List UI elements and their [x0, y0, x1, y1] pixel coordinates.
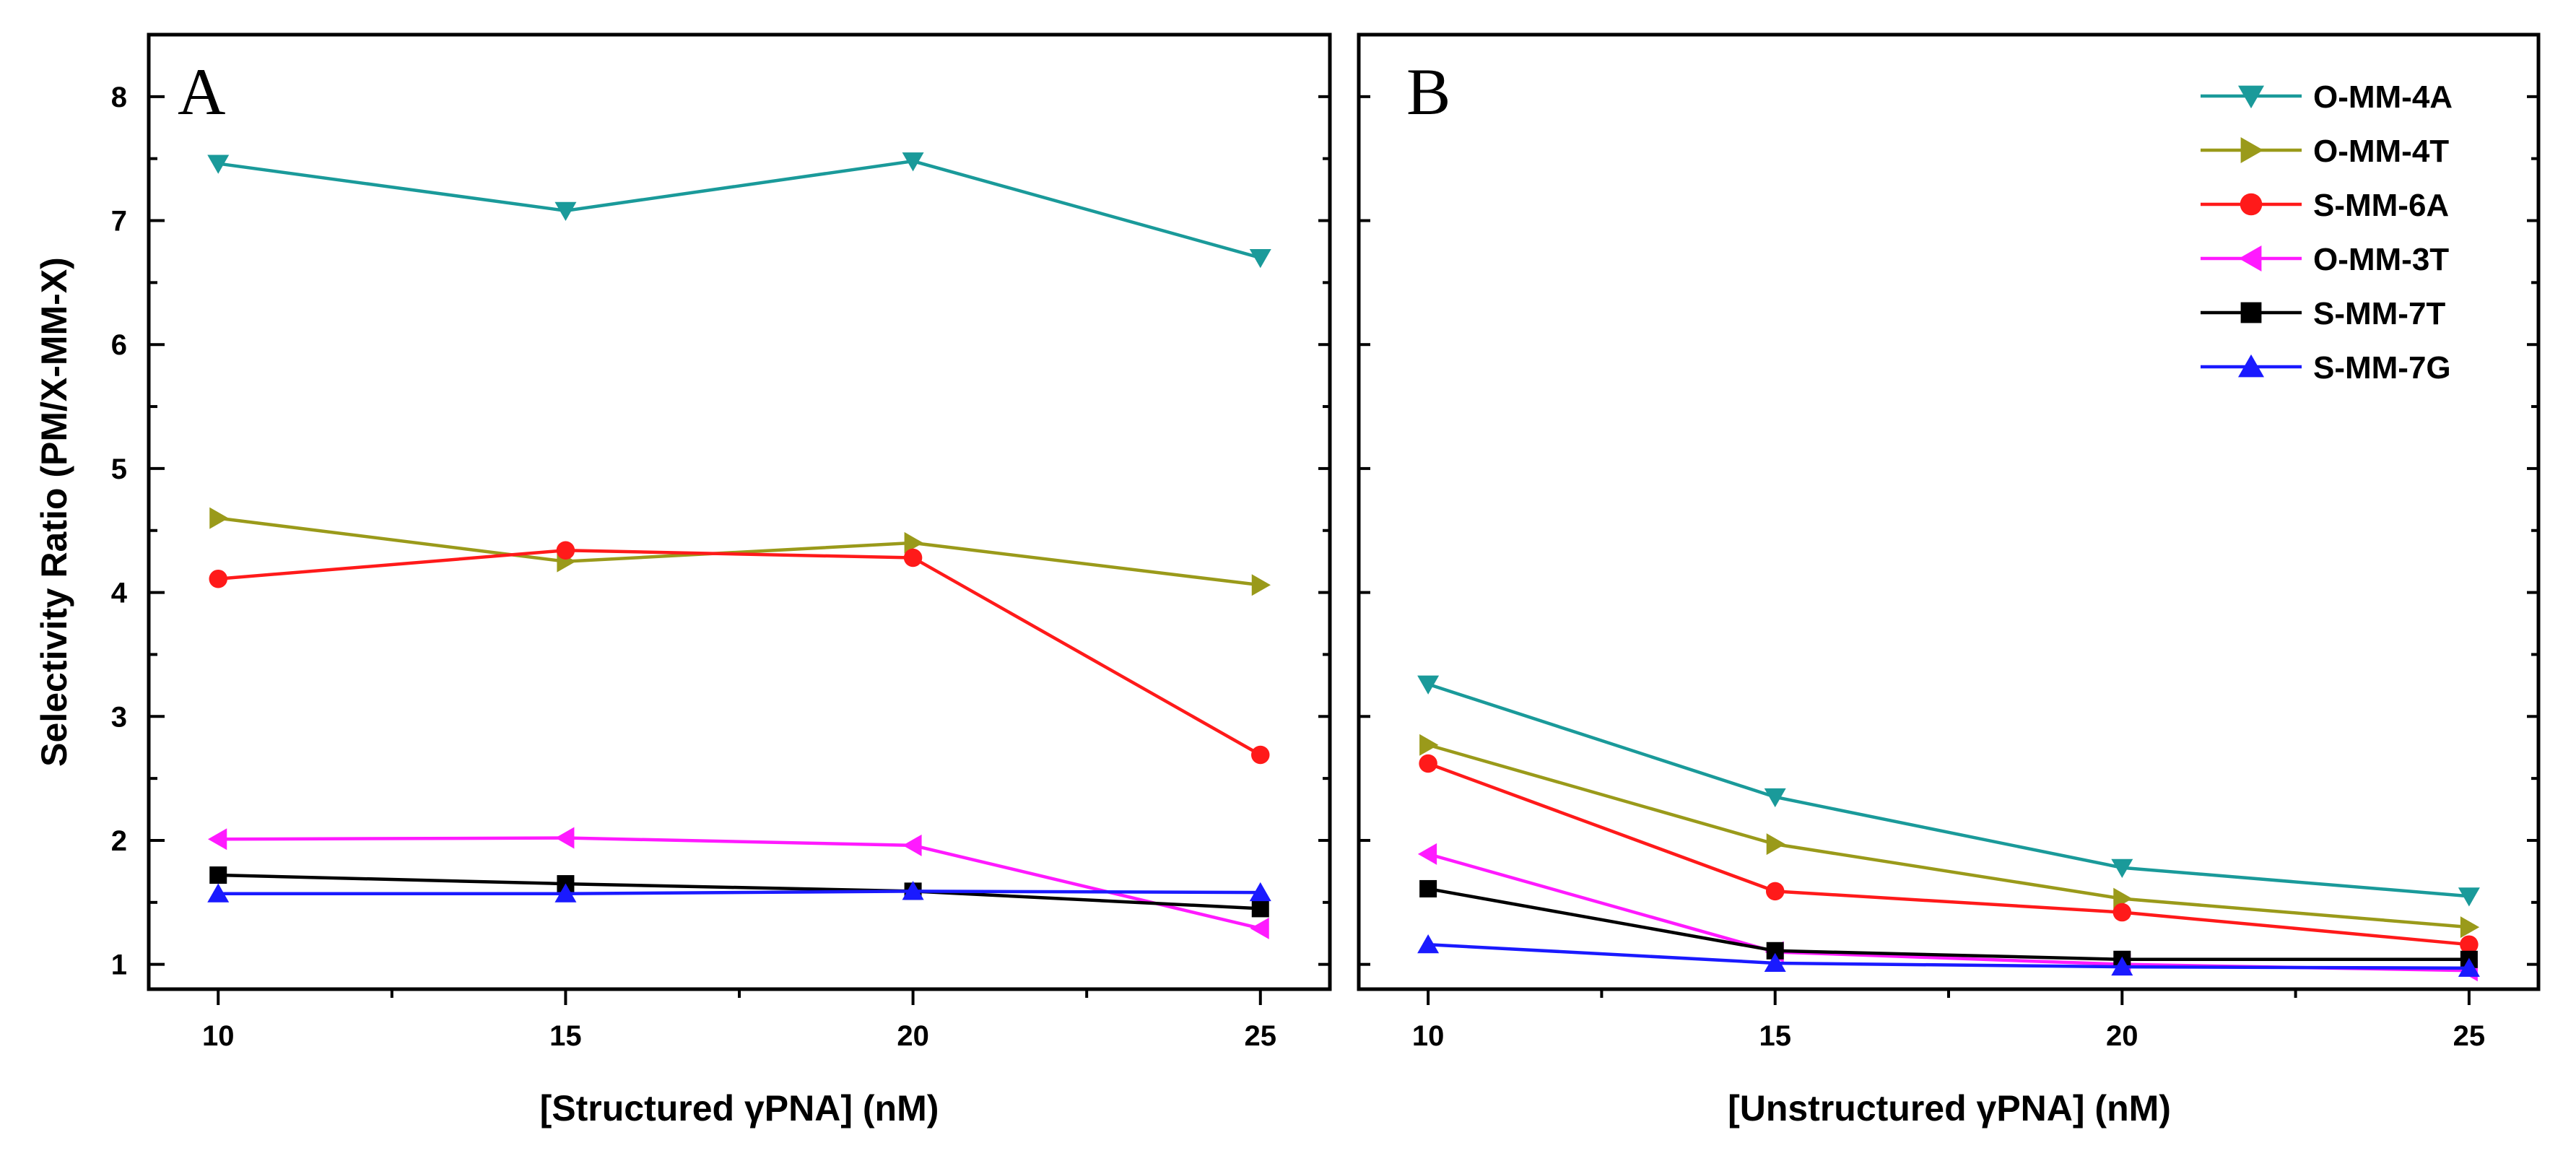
panel-b-line-s-mm-7g: [1427, 942, 2469, 970]
panel-a-line-o-mm-4a: [217, 159, 1261, 260]
panel-b-point-s-mm-6a: [2460, 935, 2479, 954]
panel-a-x-tick-label: 25: [1245, 1020, 1277, 1052]
panel-a-point-s-mm-7g: [902, 881, 924, 900]
y-tick-label: 2: [111, 825, 127, 857]
panel-b-point-s-mm-6a: [1765, 882, 1785, 901]
panel-b-point-o-mm-4a: [2111, 858, 2133, 878]
legend: O-MM-4A O-MM-4T S-MM-6A O-MM-3T S-MM-7T S-MM-…: [2201, 79, 2453, 386]
legend-label-o-mm-3t: O-MM-3T: [2313, 242, 2449, 277]
panel-b-line-o-mm-4t: [1427, 743, 2470, 929]
legend-label-o-mm-4t: O-MM-4T: [2313, 134, 2449, 169]
panel-a-ticks: 1 2 3 4 5 6 7 8 10 15 20 25: [111, 33, 1330, 1052]
panel-a: A 1 2 3 4 5 6 7 8 10 15 20 25 [Structured γPNA] (nM…: [111, 32, 1332, 1129]
panel-b-point-s-mm-7g: [2458, 957, 2480, 977]
legend-marker-o-mm-3t: [2238, 245, 2262, 271]
panel-a-line-o-mm-4t: [217, 516, 1261, 587]
panel-a-point-o-mm-4a: [902, 152, 924, 172]
panel-a-letter: A: [178, 55, 225, 129]
panel-a-x-axis-title: [Structured γPNA] (nM): [540, 1088, 939, 1129]
panel-a-x-tick-label: 15: [549, 1020, 582, 1052]
panel-b-point-s-mm-7t: [1419, 879, 1437, 897]
panel-b-point-o-mm-4t: [2460, 916, 2480, 939]
panel-a-point-o-mm-3t: [902, 834, 922, 856]
panel-b-line-o-mm-4a: [1427, 682, 2470, 898]
panel-b-letter: B: [1406, 55, 1450, 129]
panel-a-point-s-mm-7t: [1251, 900, 1269, 918]
panel-a-point-s-mm-6a: [903, 548, 923, 568]
panel-a-point-s-mm-7g: [554, 883, 577, 903]
panel-b-point-o-mm-4a: [1417, 675, 1440, 695]
panel-b-series: [1417, 675, 2480, 982]
panel-b-line-s-mm-6a: [1427, 762, 2470, 947]
panel-b-point-o-mm-4a: [1764, 788, 1786, 808]
panel-a-point-s-mm-7g: [1249, 882, 1271, 902]
panel-b-x-tick-label: 10: [1412, 1020, 1445, 1052]
legend-label-o-mm-4a: O-MM-4A: [2313, 79, 2453, 115]
panel-a-point-s-mm-6a: [209, 569, 227, 588]
panel-a-point-o-mm-4a: [554, 201, 577, 222]
panel-a-series: [207, 152, 1271, 939]
panel-b-point-s-mm-7g: [1417, 934, 1440, 954]
legend-label-s-mm-7t: S-MM-7T: [2313, 296, 2445, 331]
y-tick-label: 7: [111, 206, 127, 238]
panel-b-point-s-mm-7g: [1764, 952, 1786, 972]
y-tick-label: 5: [111, 453, 127, 485]
panel-b-x-tick-label: 25: [2453, 1020, 2486, 1052]
panel-b-x-axis-title: [Unstructured γPNA] (nM): [1728, 1088, 2171, 1129]
y-tick-label: 6: [111, 329, 127, 361]
panel-a-point-o-mm-3t: [207, 828, 227, 851]
panel-b: B 10 15 20 25 [Unstructured γPNA] (nM): [1357, 32, 2541, 1129]
panel-b-x-tick-label: 15: [1759, 1020, 1791, 1052]
panel-a-x-tick-label: 20: [897, 1020, 929, 1052]
panel-a-point-s-mm-6a: [1251, 745, 1270, 765]
panel-a-x-tick-label: 10: [202, 1020, 235, 1052]
panel-a-line-s-mm-7g: [218, 890, 1261, 896]
panel-a-line-o-mm-3t: [218, 836, 1261, 931]
legend-marker-s-mm-7t: [2240, 302, 2262, 323]
panel-b-point-s-mm-6a: [2112, 903, 2132, 922]
panel-a-point-o-mm-4t: [1251, 574, 1271, 596]
panel-b-point-o-mm-4t: [1419, 734, 1439, 756]
panel-a-point-o-mm-4t: [904, 531, 923, 554]
legend-marker-s-mm-6a: [2240, 193, 2263, 216]
panel-a-point-o-mm-4a: [207, 155, 230, 174]
y-tick-label: 3: [111, 701, 127, 733]
panel-a-line-s-mm-7t: [218, 873, 1261, 910]
legend-label-s-mm-7g: S-MM-7G: [2313, 350, 2451, 386]
panel-b-point-s-mm-7g: [2111, 956, 2133, 976]
panel-a-point-s-mm-7t: [209, 866, 227, 884]
panel-a-point-s-mm-6a: [556, 541, 575, 560]
panel-b-point-o-mm-4a: [2458, 887, 2480, 907]
panel-a-point-s-mm-7g: [207, 883, 230, 903]
panel-b-point-o-mm-3t: [1417, 843, 1437, 865]
panel-b-frame: [1357, 32, 2541, 991]
panel-b-point-s-mm-6a: [1419, 754, 1437, 773]
y-tick-label: 8: [111, 82, 127, 113]
legend-marker-s-mm-7g: [2238, 354, 2264, 378]
panel-a-line-s-mm-6a: [218, 548, 1261, 757]
y-tick-label: 4: [111, 578, 128, 609]
panel-b-x-tick-label: 20: [2106, 1020, 2138, 1052]
y-axis-title: Selectivity Ratio (PM/X-MM-X): [34, 257, 74, 767]
y-tick-label: 1: [111, 949, 127, 981]
panel-a-point-o-mm-4t: [209, 507, 229, 529]
panel-b-ticks: 10 15 20 25: [1359, 33, 2538, 1052]
panel-a-point-o-mm-3t: [555, 827, 575, 849]
panel-a-point-o-mm-4a: [1249, 249, 1271, 269]
legend-marker-o-mm-4a: [2238, 85, 2264, 109]
panel-b-point-o-mm-4t: [1766, 833, 1785, 856]
legend-marker-o-mm-4t: [2240, 137, 2264, 163]
panel-b-line-s-mm-7t: [1427, 887, 2469, 962]
panel-a-point-o-mm-3t: [1250, 917, 1269, 939]
legend-label-s-mm-6a: S-MM-6A: [2313, 188, 2449, 223]
